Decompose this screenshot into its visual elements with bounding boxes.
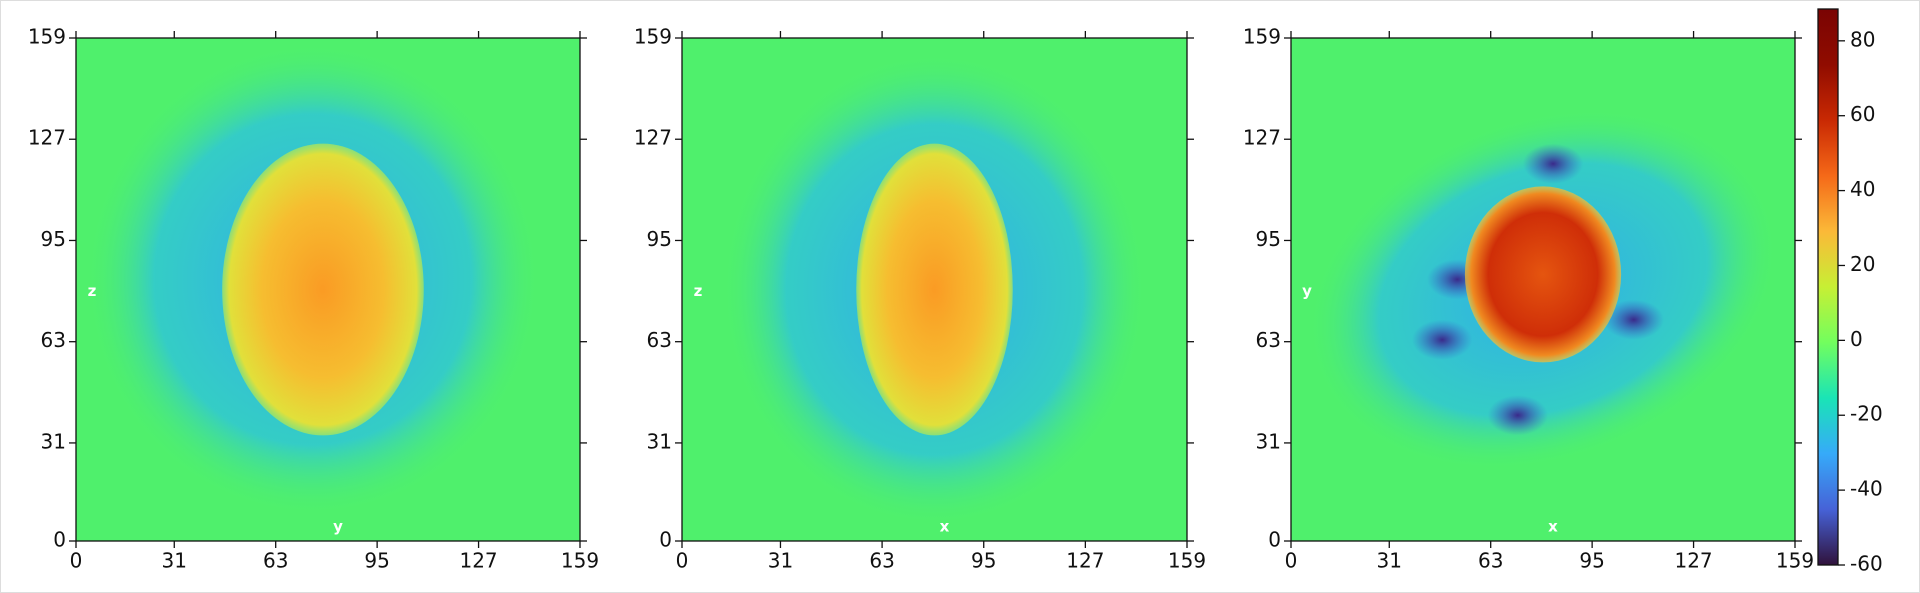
colorbar-tick-label: -60	[1850, 552, 1883, 576]
x-axis-label: y	[333, 518, 343, 536]
x-tick-label: 95	[1579, 549, 1604, 573]
colorbar-tick-label: -40	[1850, 477, 1883, 501]
colorbar-tick-label: 80	[1850, 27, 1875, 51]
x-tick-label: 0	[1285, 549, 1298, 573]
x-axis-label: x	[1548, 518, 1558, 536]
x-tick-label: 63	[869, 549, 894, 573]
colorbar-tick-label: 40	[1850, 177, 1875, 201]
x-tick-label: 127	[459, 549, 497, 573]
y-tick-label: 159	[1243, 25, 1281, 49]
y-tick-label: 31	[1256, 429, 1281, 453]
y-axis-label: z	[88, 282, 97, 300]
y-tick-label: 31	[647, 429, 672, 453]
core	[222, 143, 424, 436]
y-tick-label: 127	[634, 126, 672, 150]
y-axis-label: z	[694, 282, 703, 300]
x-tick-label: 63	[263, 549, 288, 573]
y-tick-label: 63	[1256, 328, 1281, 352]
y-tick-label: 31	[41, 429, 66, 453]
x-tick-label: 31	[162, 549, 187, 573]
heatmap-field	[86, 43, 540, 516]
colorbar-tick-label: 20	[1850, 252, 1875, 276]
heatmap-field	[1308, 108, 1778, 471]
dark-spot	[1522, 143, 1584, 184]
x-tick-label: 0	[70, 549, 83, 573]
x-tick-label: 159	[1168, 549, 1206, 573]
x-tick-label: 63	[1478, 549, 1503, 573]
y-tick-label: 63	[647, 328, 672, 352]
colorbar	[1817, 8, 1839, 566]
y-tick-label: 159	[634, 25, 672, 49]
y-tick-label: 95	[647, 227, 672, 251]
x-tick-label: 159	[1776, 549, 1814, 573]
plot-frame	[75, 37, 581, 542]
y-tick-label: 0	[53, 528, 66, 552]
y-tick-label: 0	[659, 528, 672, 552]
x-tick-label: 0	[676, 549, 689, 573]
y-tick-label: 95	[41, 227, 66, 251]
x-tick-label: 127	[1674, 549, 1712, 573]
y-tick-label: 127	[1243, 126, 1281, 150]
dark-spot	[1411, 319, 1473, 360]
colorbar-tick-label: 60	[1850, 102, 1875, 126]
x-tick-label: 159	[561, 549, 599, 573]
x-tick-label: 31	[768, 549, 793, 573]
x-tick-label: 95	[364, 549, 389, 573]
y-axis-label: y	[1302, 282, 1312, 300]
core	[856, 143, 1013, 436]
y-tick-label: 127	[28, 126, 66, 150]
x-axis-label: x	[940, 518, 950, 536]
plot-frame	[681, 37, 1188, 542]
dark-spot	[1603, 299, 1664, 340]
y-tick-label: 63	[41, 328, 66, 352]
dark-spot	[1487, 395, 1549, 436]
y-tick-label: 0	[1268, 528, 1281, 552]
core	[1464, 186, 1622, 363]
x-tick-label: 127	[1066, 549, 1104, 573]
y-tick-label: 159	[28, 25, 66, 49]
x-tick-label: 31	[1377, 549, 1402, 573]
x-tick-label: 95	[971, 549, 996, 573]
colorbar-tick-label: -20	[1850, 402, 1883, 426]
y-tick-label: 95	[1256, 227, 1281, 251]
colorbar-tick-label: 0	[1850, 327, 1863, 351]
heatmap-field	[722, 53, 1147, 526]
plot-frame	[1290, 37, 1796, 542]
